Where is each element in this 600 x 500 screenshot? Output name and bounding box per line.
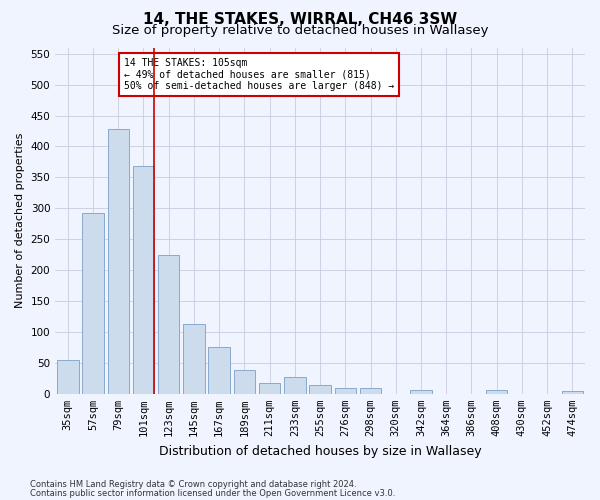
Bar — [360, 388, 381, 394]
Bar — [183, 324, 205, 394]
Text: 14 THE STAKES: 105sqm
← 49% of detached houses are smaller (815)
50% of semi-det: 14 THE STAKES: 105sqm ← 49% of detached … — [124, 58, 394, 91]
Bar — [82, 213, 104, 394]
Text: Contains public sector information licensed under the Open Government Licence v3: Contains public sector information licen… — [30, 488, 395, 498]
Text: Contains HM Land Registry data © Crown copyright and database right 2024.: Contains HM Land Registry data © Crown c… — [30, 480, 356, 489]
Bar — [562, 392, 583, 394]
Bar — [335, 388, 356, 394]
Bar — [158, 254, 179, 394]
Bar — [233, 370, 255, 394]
Bar — [486, 390, 508, 394]
X-axis label: Distribution of detached houses by size in Wallasey: Distribution of detached houses by size … — [159, 444, 481, 458]
Bar — [259, 384, 280, 394]
Bar — [133, 166, 154, 394]
Text: Size of property relative to detached houses in Wallasey: Size of property relative to detached ho… — [112, 24, 488, 37]
Y-axis label: Number of detached properties: Number of detached properties — [15, 133, 25, 308]
Bar — [410, 390, 432, 394]
Text: 14, THE STAKES, WIRRAL, CH46 3SW: 14, THE STAKES, WIRRAL, CH46 3SW — [143, 12, 457, 28]
Bar — [107, 129, 129, 394]
Bar — [208, 347, 230, 394]
Bar — [310, 384, 331, 394]
Bar — [284, 377, 305, 394]
Bar — [57, 360, 79, 394]
